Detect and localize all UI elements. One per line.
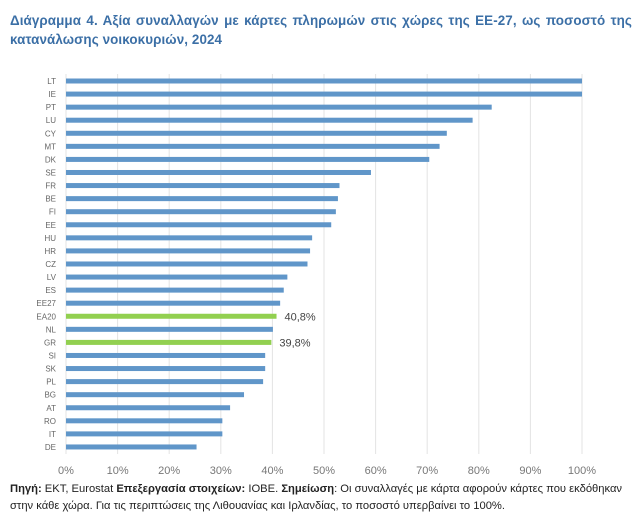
bar-ea20	[66, 313, 277, 319]
source-text: ΕΚΤ, Eurostat	[41, 483, 117, 495]
x-tick-label: 10%	[107, 465, 129, 477]
y-tick-label: FI	[49, 208, 56, 217]
bar-mt	[66, 143, 440, 149]
note-text: : Οι συναλλαγές με κάρτα αφορούν κάρτες …	[10, 483, 623, 512]
y-tick-label: MT	[44, 142, 56, 151]
y-tick-label: AT	[46, 404, 56, 413]
y-tick-label: NL	[46, 325, 57, 334]
y-tick-label: BE	[45, 195, 56, 204]
y-tick-label: PL	[46, 378, 56, 387]
bar-hr	[66, 248, 311, 254]
bar-ie	[66, 91, 582, 97]
bar-es	[66, 287, 284, 293]
bar-pl	[66, 379, 264, 385]
bar-gr	[66, 339, 272, 345]
x-tick-label: 20%	[158, 465, 180, 477]
y-tick-label: SE	[45, 168, 56, 177]
x-tick-label: 50%	[313, 465, 335, 477]
bar-fr	[66, 183, 340, 189]
x-tick-label: 70%	[416, 465, 438, 477]
y-tick-label: HR	[44, 247, 56, 256]
source-label: Πηγή:	[10, 483, 42, 495]
bar-bg	[66, 392, 245, 398]
bar-hu	[66, 235, 313, 241]
y-tick-label: FR	[45, 182, 56, 191]
y-tick-label: RO	[44, 417, 56, 426]
bars	[66, 78, 582, 450]
y-tick-label: HU	[44, 234, 56, 243]
y-tick-label: EE	[45, 221, 56, 230]
y-tick-label: GR	[44, 338, 56, 347]
x-tick-label: 90%	[519, 465, 541, 477]
bar-sk	[66, 366, 266, 372]
y-tick-label: EA20	[36, 312, 56, 321]
y-tick-label: DK	[45, 155, 57, 164]
chart-title: Διάγραμμα 4. Αξία συναλλαγών με κάρτες π…	[10, 13, 632, 47]
y-tick-label: LT	[47, 77, 56, 86]
x-tick-label: 30%	[210, 465, 232, 477]
bar-ee	[66, 222, 332, 228]
bar-chart: LT IE PT LU CY MT DK SE FR BE FI EE HU HR CZ LV ES EE27 EA…	[36, 74, 596, 477]
bar-dk	[66, 156, 430, 162]
y-tick-label: LV	[47, 273, 57, 282]
bar-de	[66, 444, 197, 450]
y-tick-label: PT	[46, 103, 56, 112]
bar-cy	[66, 130, 447, 136]
x-tick-label: 40%	[261, 465, 283, 477]
bar-lv	[66, 274, 288, 280]
y-tick-label: LU	[46, 116, 56, 125]
bar-be	[66, 196, 338, 202]
y-tick-label: IE	[48, 90, 56, 99]
y-tick-label: EE27	[36, 299, 56, 308]
bar-nl	[66, 326, 273, 332]
bar-ee27	[66, 300, 281, 306]
bar-at	[66, 405, 231, 411]
gridlines	[65, 74, 583, 454]
bar-se	[66, 169, 371, 175]
bar-ro	[66, 418, 223, 424]
y-tick-label: SK	[45, 365, 56, 374]
y-tick-label: CZ	[45, 260, 56, 269]
data-label: 39,8%	[279, 337, 310, 349]
note-label: Σημείωση	[281, 483, 335, 495]
x-tick-label: 60%	[365, 465, 387, 477]
bar-si	[66, 352, 266, 358]
x-axis-labels: 0% 10% 20% 30% 40% 50% 60% 70% 80% 90% 100%	[58, 465, 596, 477]
bar-it	[66, 431, 223, 437]
x-tick-label: 0%	[58, 465, 74, 477]
footnote: Πηγή: ΕΚΤ, Eurostat Επεξεργασία στοιχείω…	[10, 481, 632, 515]
processing-text: ΙΟΒΕ.	[245, 483, 282, 495]
data-label: 40,8%	[285, 311, 316, 323]
y-tick-label: BG	[44, 391, 56, 400]
x-tick-label: 80%	[468, 465, 490, 477]
y-tick-label: CY	[45, 129, 57, 138]
bar-lu	[66, 117, 473, 123]
bar-cz	[66, 261, 308, 267]
data-labels: 40,8% 39,8%	[279, 311, 316, 349]
bar-lt	[66, 78, 582, 84]
bar-fi	[66, 209, 336, 215]
y-axis-labels: LT IE PT LU CY MT DK SE FR BE FI EE HU HR CZ LV ES EE27 EA…	[36, 77, 56, 452]
bar-pt	[66, 104, 492, 110]
y-tick-label: DE	[45, 443, 56, 452]
y-tick-label: SI	[48, 351, 56, 360]
x-tick-label: 100%	[568, 465, 596, 477]
y-tick-label: IT	[49, 430, 56, 439]
processing-label: Επεξεργασία στοιχείων:	[116, 483, 246, 495]
y-tick-label: ES	[45, 286, 56, 295]
